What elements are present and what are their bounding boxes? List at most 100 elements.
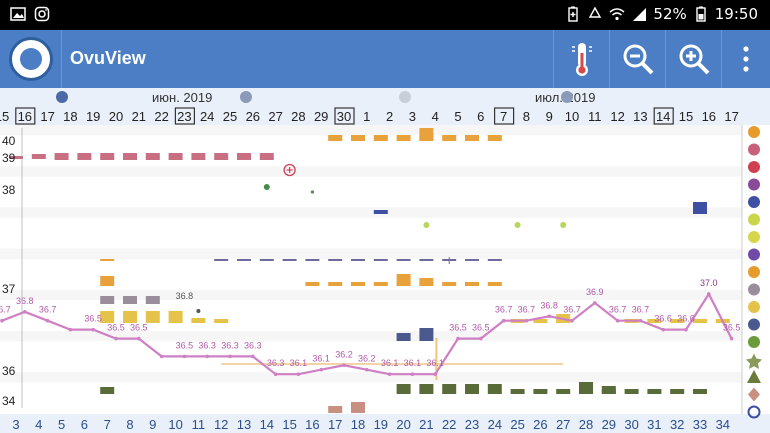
- green-dot: [310, 190, 314, 194]
- cycle-day-label: 25: [510, 417, 524, 432]
- status-bar: 52% 19:50: [0, 0, 770, 30]
- zoom-in-button[interactable]: [665, 30, 721, 88]
- cycle-day-label: 32: [670, 417, 684, 432]
- temperature-point: [707, 292, 711, 296]
- temperature-label: 36.5: [107, 323, 125, 333]
- date-label: 18: [63, 109, 77, 124]
- sign-bar: [100, 296, 115, 304]
- cycle-day-label: 20: [396, 417, 410, 432]
- green-bar: [465, 384, 479, 394]
- sign-bar: [123, 296, 137, 304]
- temperature-label: 36.1: [426, 358, 444, 368]
- temperature-point: [296, 372, 301, 376]
- period-bar: [54, 153, 69, 160]
- temperature-label: 36.3: [198, 340, 216, 350]
- overflow-menu-button[interactable]: [721, 30, 770, 88]
- cm-bar: [328, 282, 343, 286]
- date-label: 11: [588, 109, 602, 124]
- temperature-label: 36.2: [358, 354, 376, 364]
- date-label: 4: [432, 109, 439, 124]
- cm-bar: [328, 135, 343, 141]
- cm-bar: [419, 278, 434, 286]
- date-label: 28: [291, 109, 305, 124]
- date-label: 5: [454, 109, 461, 124]
- date-label: 15: [679, 109, 693, 124]
- yellow-pill-icon: [748, 231, 760, 243]
- cycle-day-label: 30: [624, 417, 638, 432]
- ring-icon: [747, 405, 761, 419]
- app-logo-icon[interactable]: [9, 37, 53, 81]
- cycle-day-label: 4: [35, 417, 42, 432]
- date-label: 13: [633, 109, 647, 124]
- green-bar: [624, 389, 639, 394]
- temperature-point: [479, 336, 483, 341]
- grid-stripe: [0, 145, 742, 156]
- grid-stripe: [0, 166, 742, 177]
- cm-bar: [373, 282, 388, 286]
- box-icon: [748, 213, 760, 226]
- green-dot: [263, 184, 270, 190]
- cm-bar: [419, 128, 434, 141]
- green-bar: [670, 389, 685, 394]
- temperature-label: 36.8: [540, 300, 558, 310]
- mood-dash: [419, 259, 434, 261]
- temperature-label: 36.5: [176, 340, 194, 350]
- temperature-point: [137, 336, 141, 341]
- app-title: OvuView: [70, 48, 146, 68]
- recycle-icon: [589, 6, 602, 18]
- cm-bar: [396, 135, 411, 141]
- cycle-day-label: 14: [260, 417, 274, 432]
- temperature-button[interactable]: [553, 30, 609, 88]
- mood-dash: [259, 259, 274, 261]
- date-label: 10: [565, 109, 579, 124]
- temperature-label: 36.6: [654, 314, 672, 324]
- other-bar: [168, 311, 183, 323]
- temperature-point: [661, 327, 665, 332]
- cm-bar: [373, 135, 388, 141]
- temperature-label: 36.5: [472, 323, 490, 333]
- other-bar: [123, 311, 137, 323]
- temperature-point: [410, 372, 415, 376]
- cycle-day-label: 27: [556, 417, 570, 432]
- zoom-out-button[interactable]: [609, 30, 665, 88]
- temperature-point: [91, 327, 95, 332]
- mood-dash: [351, 259, 365, 261]
- date-label: 1: [363, 109, 370, 124]
- green-bar: [487, 384, 502, 394]
- temperature-point: [547, 314, 551, 319]
- date-label: 21: [132, 109, 146, 124]
- cycle-day-label: 23: [465, 417, 479, 432]
- blue-bar: [396, 333, 411, 341]
- blue-bar: [373, 210, 388, 214]
- temperature-point: [524, 318, 529, 323]
- cycle-chart[interactable]: + 36.736.836.736.536.536.536.536.336.336…: [0, 88, 770, 433]
- date-label: 19: [86, 109, 100, 124]
- temperature-label: 37.0: [700, 278, 718, 288]
- temperature-point: [456, 336, 460, 341]
- date-label: 26: [246, 109, 260, 124]
- cycle-day-label: 17: [328, 417, 342, 432]
- star-icon: [746, 353, 762, 369]
- month-label: июн. 2019: [152, 90, 212, 105]
- cm-bar: [351, 282, 365, 286]
- temperature-label: 36.5: [723, 323, 741, 333]
- cycle-day-label: 34: [716, 417, 730, 432]
- date-label: 6: [477, 109, 484, 124]
- zoom-in-icon: [679, 44, 709, 75]
- grid-stripe: [0, 331, 742, 342]
- battery-icon: [696, 6, 706, 22]
- blue-bar: [693, 202, 707, 214]
- grid-stripe: [0, 186, 742, 198]
- cycle-day-label: 26: [533, 417, 547, 432]
- temperature-label: 36.1: [290, 358, 308, 368]
- green-bar: [100, 387, 115, 394]
- temperature-point: [182, 354, 187, 359]
- y-tick-label: 39: [2, 151, 16, 165]
- temperature-label: 36.6: [677, 314, 695, 324]
- cm-bar: [351, 135, 365, 141]
- green-bar: [533, 389, 548, 394]
- date-label: 27: [268, 109, 282, 124]
- temperature-point: [273, 372, 278, 376]
- cycle-day-label: 29: [602, 417, 616, 432]
- moon-phase-icon: [240, 91, 252, 103]
